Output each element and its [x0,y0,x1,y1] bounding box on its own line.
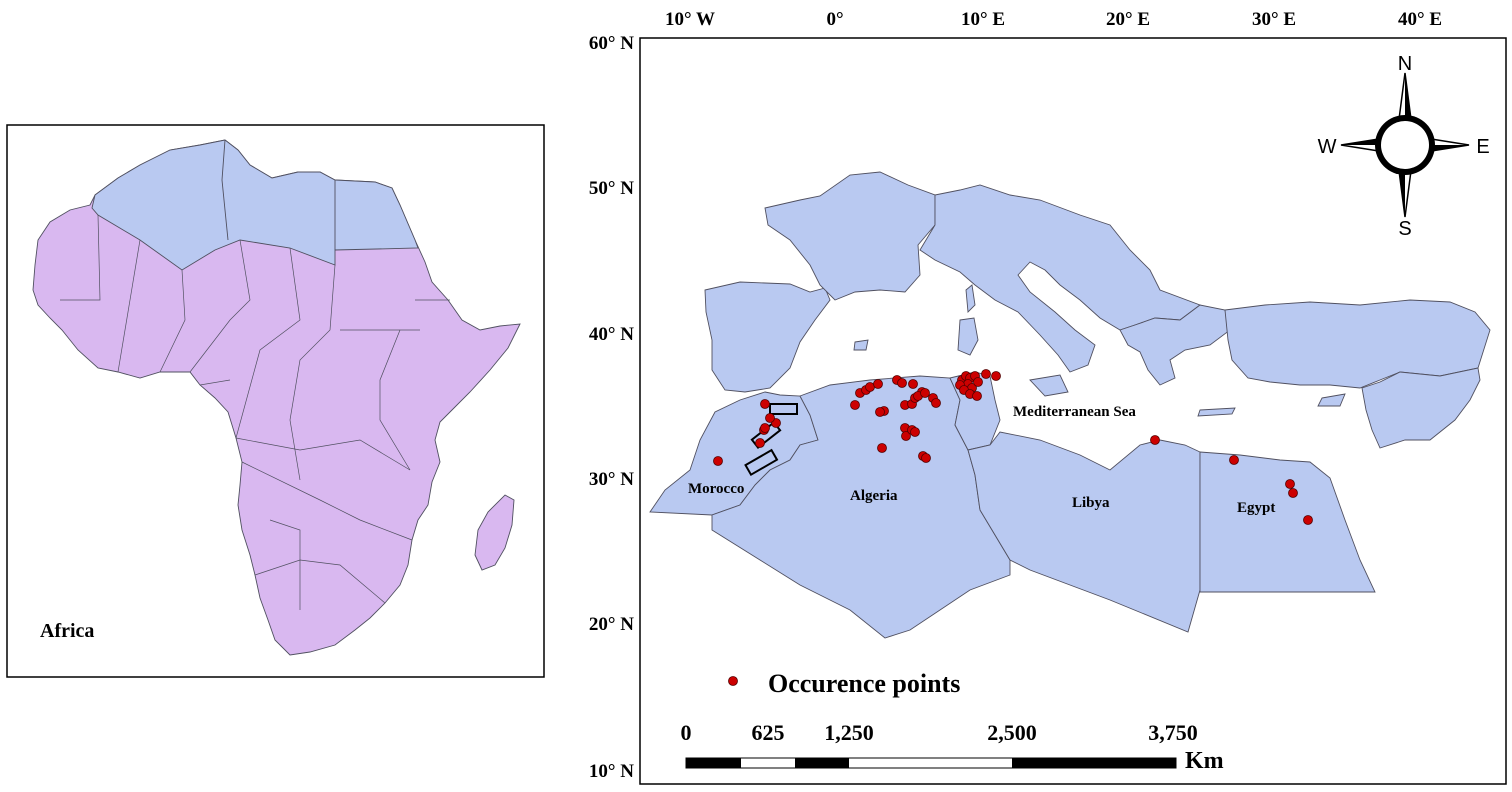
occurrence-point [910,427,920,437]
scale-tick-label: 2,500 [987,720,1037,745]
scale-bar: 0 625 1,250 2,500 3,750 Km [681,720,1224,774]
sardinia [957,317,979,356]
lon-tick-label: 10° W [665,9,715,30]
compass-letter-s: S [1398,218,1411,240]
occurrence-point [850,400,860,410]
crete [1197,407,1236,417]
study-area-box [769,403,798,415]
scale-unit-label: Km [1185,748,1224,774]
north-arrow-compass: N S W E [1318,53,1490,240]
corsica [965,284,976,313]
occurrence-point [991,371,1001,381]
lon-tick-label: 20° E [1106,9,1150,30]
lat-tick-label: 60° N [589,33,634,54]
compass-inner-ring-icon [1381,121,1429,169]
iberia [704,281,831,393]
africa-label: Africa [40,620,94,642]
occurrence-point [875,407,885,417]
compass-east-shade-icon [1425,145,1469,152]
scale-tick-label: 3,750 [1148,720,1198,745]
occurrence-point [972,391,982,401]
occurrence-point [908,379,918,389]
cyprus [1317,393,1346,407]
occurrence-point [760,399,770,409]
scale-bar-segment [1012,758,1176,768]
main-map: 10° W 0° 10° E 20° E 30° E 40° E 60° N 5… [589,9,1507,785]
occurrence-point [920,388,930,398]
country-label-libya: Libya [1072,495,1110,511]
africa-country-borders [60,214,450,610]
madagascar [474,494,515,571]
scale-tick-label: 1,250 [824,720,874,745]
lon-tick-label: 40° E [1398,9,1442,30]
country-label-morocco: Morocco [688,481,744,497]
lon-tick-label: 10° E [961,9,1005,30]
occurrence-point [981,369,991,379]
compass-west-shade-icon [1341,138,1385,145]
lon-axis: 10° W 0° 10° E 20° E 30° E 40° E [665,9,1442,30]
occurrence-point [713,456,723,466]
occurrence-point [765,413,775,423]
occurrence-point [760,423,770,433]
occurrence-point [1150,435,1160,445]
legend: Occurence points [728,669,960,698]
lat-tick-label: 30° N [589,469,634,490]
compass-letter-n: N [1398,53,1412,75]
occurrence-point [1285,479,1295,489]
sea-label: Mediterranean Sea [1013,404,1136,420]
occurrence-point [873,379,883,389]
balkans [1119,304,1231,386]
compass-south-shade-icon [1398,163,1405,217]
lon-tick-label: 30° E [1252,9,1296,30]
study-area-box [744,448,779,477]
occurrence-point [921,453,931,463]
compass-letter-e: E [1476,136,1489,158]
occurrence-points [713,369,1313,525]
egypt-country [1199,451,1376,593]
balearics [853,339,869,351]
scale-tick-label: 625 [752,720,785,745]
occurrence-point [1303,515,1313,525]
scale-bar-segment [686,758,741,768]
occurrence-point [755,438,765,448]
lat-tick-label: 40° N [589,324,634,345]
lat-tick-label: 10° N [589,761,634,782]
sicily [1029,374,1069,397]
levant [1361,367,1481,449]
country-label-algeria: Algeria [850,488,898,504]
central-europe [919,184,1201,373]
compass-north-shade-icon [1405,73,1412,127]
europe-landmass [704,171,1491,449]
legend-label: Occurence points [768,669,960,698]
legend-marker-icon [728,676,738,686]
country-label-egypt: Egypt [1237,500,1275,516]
occurrence-point [931,398,941,408]
lat-tick-label: 50° N [589,178,634,199]
north-africa-region [91,139,419,271]
africa-inset: Africa [6,124,545,678]
occurrence-point [877,443,887,453]
lat-tick-label: 20° N [589,614,634,635]
lat-axis: 60° N 50° N 40° N 30° N 20° N 10° N [589,33,634,782]
occurrence-point [973,377,983,387]
occurrence-point [901,431,911,441]
lon-tick-label: 0° [826,9,843,30]
france [764,171,936,301]
occurrence-point [897,378,907,388]
north-africa-borders [221,139,336,250]
compass-letter-w: W [1318,136,1337,158]
occurrence-point [1229,455,1239,465]
scale-tick-label: 0 [681,720,692,745]
scale-bar-segment [795,758,849,768]
occurrence-point [1288,488,1298,498]
